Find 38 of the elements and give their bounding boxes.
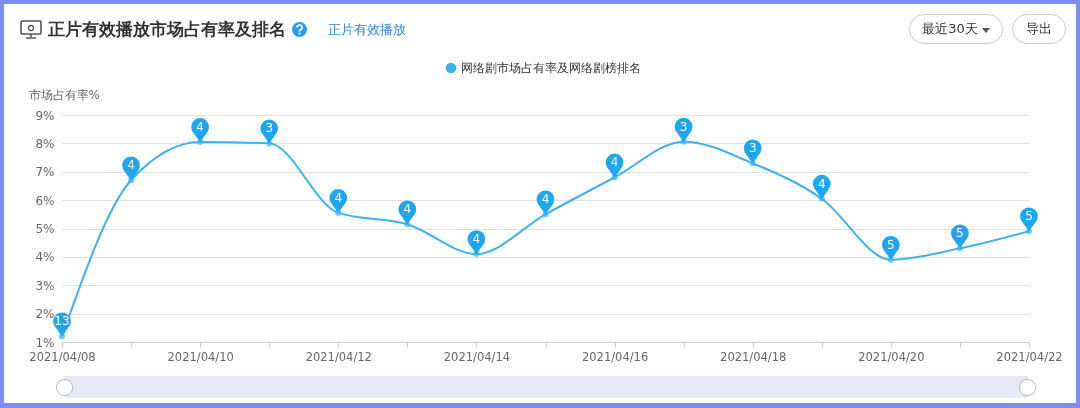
annotation: 4 [472, 232, 481, 247]
y-tick-label: 1% [35, 335, 55, 350]
y-tick-label: 4% [35, 250, 55, 265]
annotation: 4 [403, 202, 412, 217]
text: 正片有效播放 [328, 21, 406, 39]
annotation: 3 [265, 121, 274, 136]
chart-title: 正片有效播放市场占有率及排名 [48, 18, 286, 41]
x-tick-label: 2021/04/22 [996, 349, 1063, 364]
legend-label: 网络剧市场占有率及网络剧榜排名 [461, 61, 641, 75]
annotation: 3 [679, 119, 688, 134]
x-tick-label: 2021/04/14 [443, 349, 511, 364]
annotation: 4 [127, 158, 135, 173]
y-tick-label: 7% [35, 165, 55, 180]
x-tick-label: 2021/04/10 [167, 349, 234, 364]
annotation: 5 [887, 237, 895, 252]
x-tick-label: 2021/04/12 [305, 349, 372, 364]
y-axis-title: 市场占有率% [28, 87, 100, 102]
y-tick-label: 3% [35, 278, 55, 293]
y-tick-label: 6% [35, 193, 55, 208]
y-tick-label: 8% [35, 136, 55, 151]
x-tick-label: 2021/04/20 [858, 349, 925, 364]
x-tick-label: 2021/04/08 [29, 349, 96, 364]
annotation: 4 [610, 155, 619, 170]
annotation: 5 [1025, 209, 1033, 224]
annotation: 4 [541, 192, 550, 207]
annotation: 4 [196, 119, 204, 134]
text: 最近30天 [922, 21, 978, 36]
y-tick-label: 9% [35, 108, 55, 123]
x-tick-label: 2021/04/18 [720, 349, 787, 364]
annotation: 4 [817, 176, 826, 191]
text: 导出 [1012, 14, 1066, 44]
annotation: 4 [334, 190, 343, 205]
annotation: 3 [748, 141, 757, 156]
y-tick-label: 5% [35, 222, 55, 236]
y-tick-label: 2% [35, 307, 55, 322]
x-tick-label: 2021/04/16 [581, 349, 649, 364]
annotation: 5 [956, 226, 964, 241]
annotation: 13 [54, 314, 70, 329]
